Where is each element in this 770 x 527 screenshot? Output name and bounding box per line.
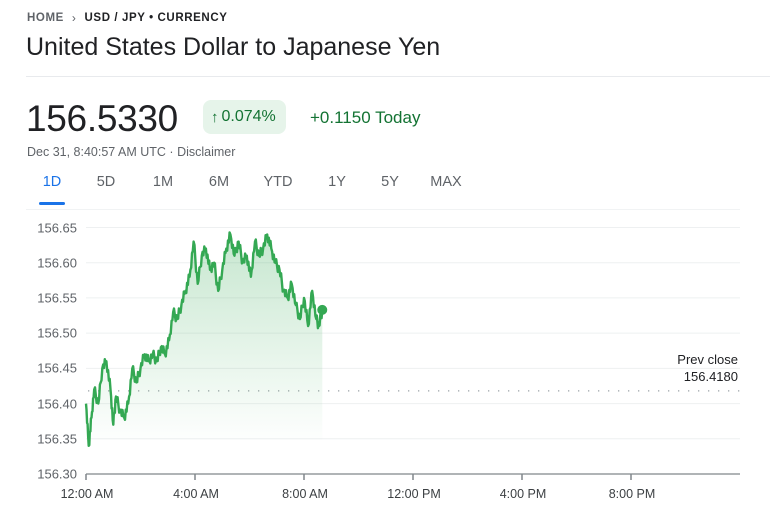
breadcrumb-home-link[interactable]: HOME [27, 12, 64, 24]
prev-close-value: 156.4180 [683, 369, 738, 384]
price-area-fill [86, 232, 323, 446]
y-tick-label: 156.30 [37, 466, 77, 482]
y-tick-label: 156.35 [37, 431, 77, 447]
x-tick-label: 12:00 PM [387, 487, 441, 501]
y-tick-label: 156.45 [37, 360, 77, 376]
chevron-right-icon: › [71, 11, 77, 25]
timestamp-line: Dec 31, 8:40:57 AM UTC · Disclaimer [27, 145, 235, 159]
change-percent-badge: ↑ 0.074% [203, 100, 286, 134]
separator-dot: · [165, 145, 178, 159]
tab-1d[interactable]: 1D [27, 174, 77, 205]
x-tick-label: 8:00 PM [608, 487, 656, 501]
range-tabs: 1D 5D 1M 6M YTD 1Y 5Y MAX [27, 174, 477, 205]
arrow-up-icon: ↑ [211, 108, 219, 126]
tabs-divider [26, 209, 740, 210]
header-divider [26, 76, 770, 77]
page-title: United States Dollar to Japanese Yen [26, 33, 441, 61]
tab-5d[interactable]: 5D [96, 174, 116, 190]
tab-1y[interactable]: 1Y [328, 174, 346, 190]
disclaimer-link[interactable]: Disclaimer [177, 145, 236, 159]
x-tick-label: 12:00 AM [60, 487, 114, 501]
breadcrumb-current: USD / JPY • CURRENCY [84, 12, 228, 24]
tab-max[interactable]: MAX [430, 174, 462, 190]
breadcrumb: HOME › USD / JPY • CURRENCY [27, 11, 228, 25]
price-line [84, 231, 324, 447]
tab-ytd[interactable]: YTD [263, 174, 293, 190]
y-tick-label: 156.40 [37, 396, 77, 412]
prev-close-label: Prev close [677, 352, 738, 367]
prev-close-annotation: Prev close 156.4180 [677, 351, 738, 385]
y-tick-label: 156.55 [37, 290, 77, 306]
y-tick-label: 156.50 [37, 325, 77, 341]
tab-5y[interactable]: 5Y [381, 174, 399, 190]
x-tick-label: 4:00 AM [173, 487, 219, 501]
timestamp: Dec 31, 8:40:57 AM UTC [27, 145, 166, 159]
y-tick-label: 156.65 [37, 220, 77, 236]
current-price: 156.5330 [26, 98, 178, 139]
tab-1m[interactable]: 1M [152, 174, 174, 190]
current-price-dot [317, 304, 328, 315]
tab-6m[interactable]: 6M [208, 174, 230, 190]
change-percent: 0.074% [221, 108, 276, 125]
x-axis-ticks [85, 474, 632, 480]
change-today: +0.1150 Today [310, 108, 421, 127]
y-tick-label: 156.60 [37, 255, 77, 271]
x-tick-label: 4:00 PM [499, 487, 547, 501]
x-tick-label: 8:00 AM [282, 487, 328, 501]
